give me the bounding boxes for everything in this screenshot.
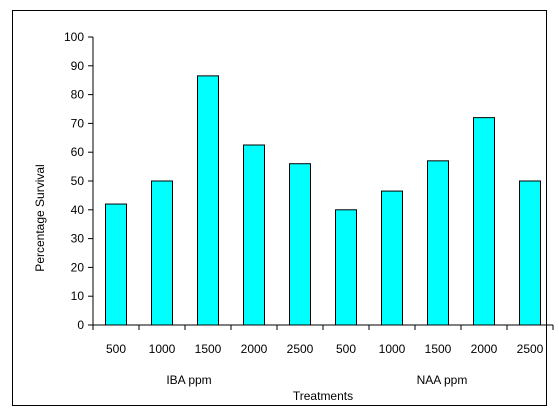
x-tick-label: 2000 [471, 342, 498, 356]
x-tick-label: 2000 [241, 342, 268, 356]
y-tick-label: 40 [71, 203, 85, 217]
bar [473, 117, 495, 326]
bar [335, 209, 357, 326]
bar [427, 160, 449, 326]
bar [381, 190, 403, 326]
y-tick-label: 0 [77, 318, 84, 332]
y-tick-label: 100 [64, 30, 84, 44]
group-label-iba: IBA ppm [166, 373, 211, 387]
x-tick-label: 500 [336, 342, 356, 356]
x-tick-label: 1000 [379, 342, 406, 356]
bar [519, 180, 541, 326]
x-tick-label: 2500 [517, 342, 544, 356]
x-axis-label: Treatments [293, 389, 353, 403]
bar [289, 163, 311, 326]
y-tick-label: 30 [71, 232, 85, 246]
x-tick-label: 2500 [287, 342, 314, 356]
y-tick-label: 80 [71, 88, 85, 102]
bar [197, 75, 219, 326]
y-tick-label: 10 [71, 289, 85, 303]
y-tick-label: 70 [71, 116, 85, 130]
x-tick-label: 1500 [195, 342, 222, 356]
y-tick-label: 50 [71, 174, 85, 188]
y-axis-label: Percentage Survival [33, 164, 47, 271]
bar [243, 144, 265, 326]
x-tick-label: 1000 [149, 342, 176, 356]
bar [151, 180, 173, 326]
y-tick-label: 60 [71, 145, 85, 159]
bar [105, 203, 127, 326]
x-tick-label: 1500 [425, 342, 452, 356]
y-tick-label: 20 [71, 260, 85, 274]
y-tick-label: 90 [71, 59, 85, 73]
group-label-naa: NAA ppm [417, 373, 468, 387]
chart-frame [12, 10, 547, 406]
x-tick-label: 500 [106, 342, 126, 356]
